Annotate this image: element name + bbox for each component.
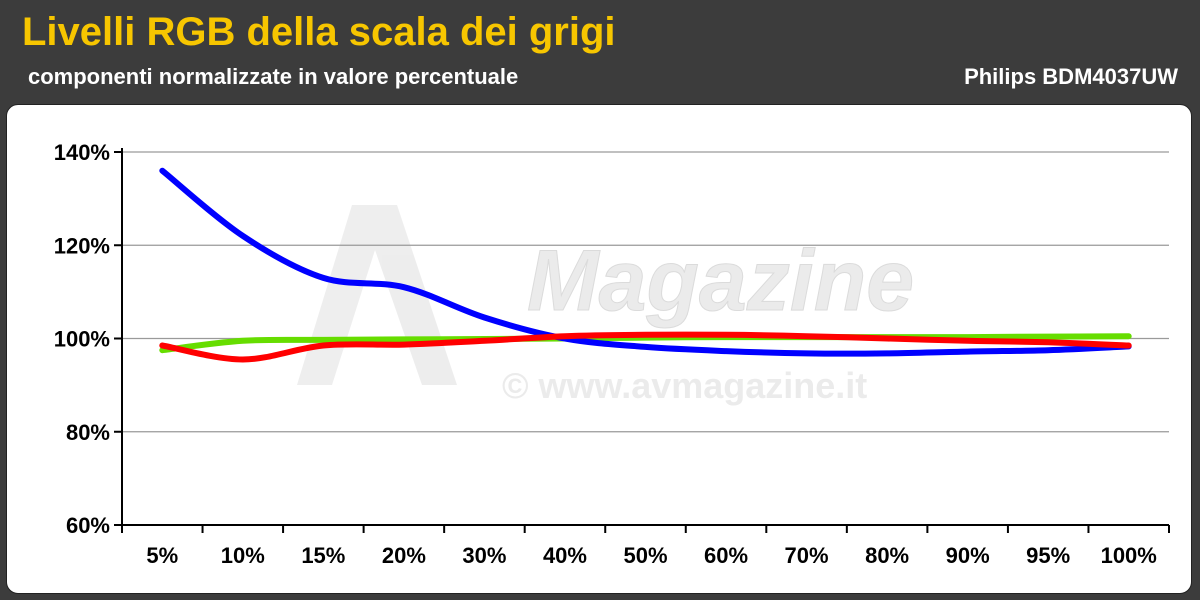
chart-header: Livelli RGB della scala dei grigi compon… [0, 0, 1200, 100]
x-tick-label: 50% [623, 543, 667, 568]
x-axis-labels: 5% 10% 15% 20% 30% 40% 50% 60% 70% 80% 90% 95% 100% [146, 543, 1157, 568]
y-tick-label: 80% [66, 420, 110, 445]
x-tick-label: 30% [462, 543, 506, 568]
series-lines [159, 167, 1132, 363]
watermark-url: © www.avmagazine.it [502, 365, 867, 406]
x-tick-label: 5% [146, 543, 178, 568]
x-tick-label: 20% [382, 543, 426, 568]
x-tick-label: 40% [543, 543, 587, 568]
product-name: Philips BDM4037UW [964, 64, 1178, 89]
x-tick-label: 70% [785, 543, 829, 568]
y-axis-labels: 140% 120% 100% 80% 60% [54, 140, 110, 538]
axes [114, 148, 1170, 533]
watermark-logo-text: Magazine [527, 233, 914, 329]
x-tick-label: 90% [946, 543, 990, 568]
chart-panel: Magazine © www.avmagazine.it 140% 120% 100… [6, 104, 1192, 594]
x-tick-label: 80% [865, 543, 909, 568]
x-tick-label: 15% [301, 543, 345, 568]
x-tick-label: 10% [221, 543, 265, 568]
y-tick-label: 120% [54, 233, 110, 258]
watermark-logo: Magazine © www.avmagazine.it [297, 205, 915, 406]
series-line-1 [159, 167, 1132, 357]
x-tick-label: 100% [1101, 543, 1157, 568]
y-tick-label: 60% [66, 513, 110, 538]
y-tick-label: 140% [54, 140, 110, 165]
y-tick-label: 100% [54, 327, 110, 352]
line-chart: Magazine © www.avmagazine.it 140% 120% 100… [54, 140, 1170, 568]
x-tick-label: 95% [1026, 543, 1070, 568]
chart-subtitle: componenti normalizzate in valore percen… [28, 64, 519, 89]
x-tick-label: 60% [704, 543, 748, 568]
chart-title: Livelli RGB della scala dei grigi [22, 10, 616, 54]
